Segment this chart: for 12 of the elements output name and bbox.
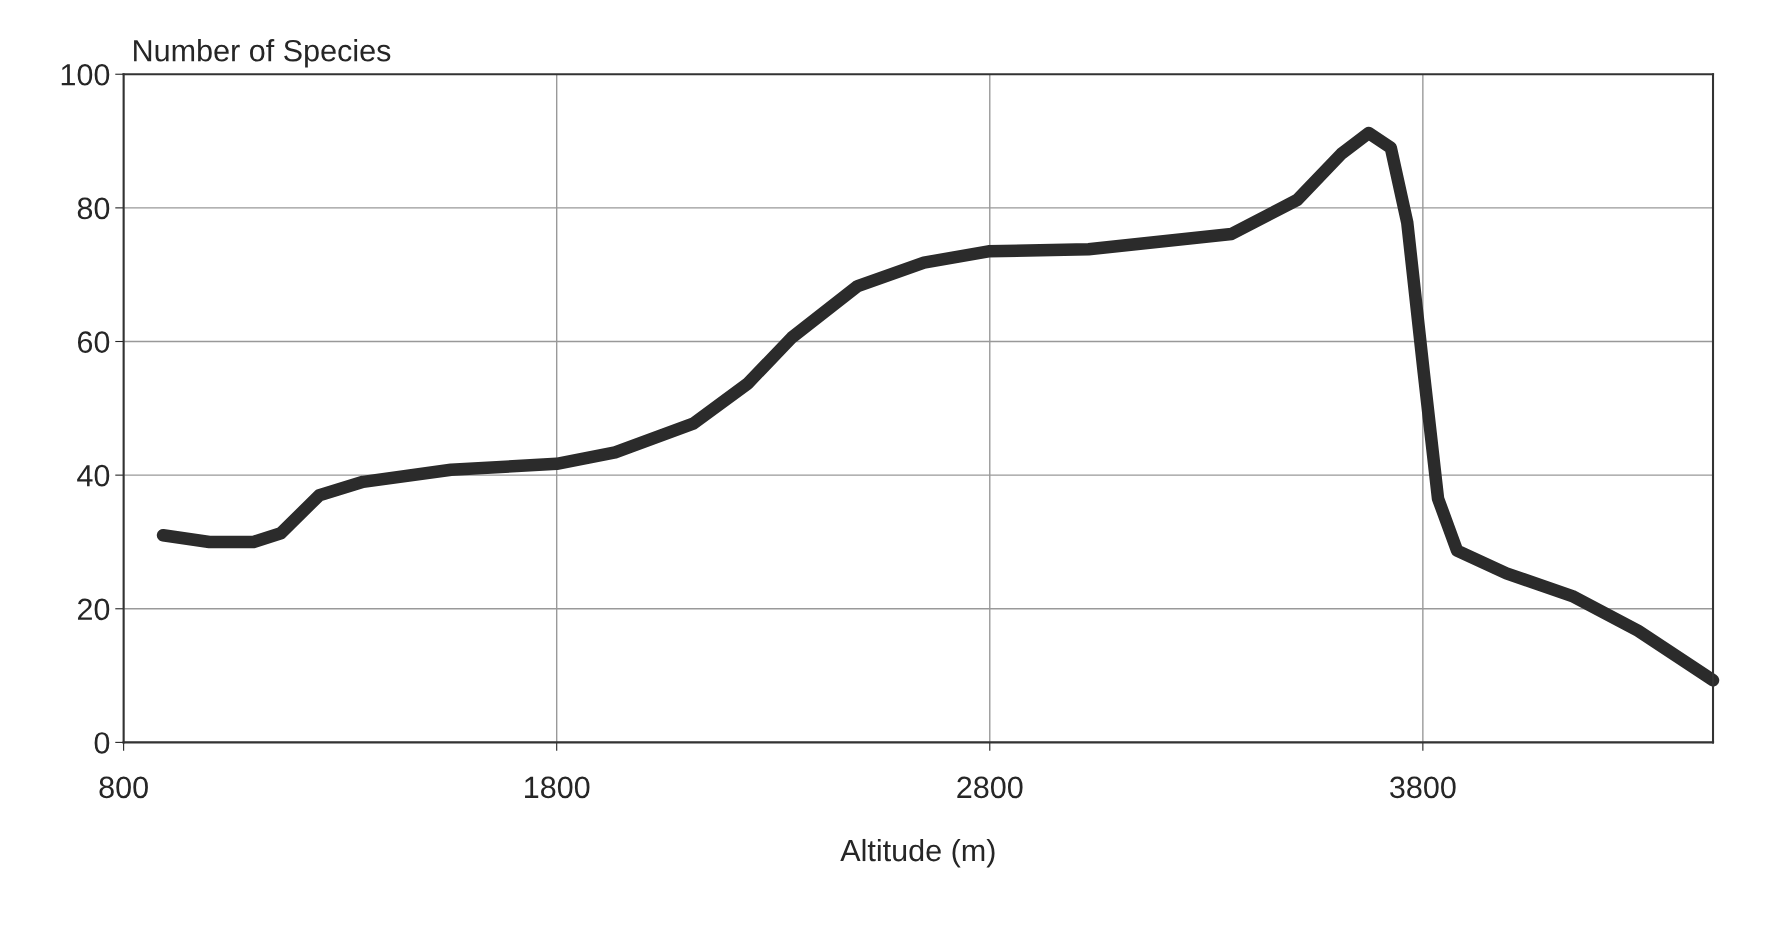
x-tick-label: 3800 bbox=[1390, 776, 1456, 799]
x-tick-label: 2800 bbox=[957, 776, 1023, 799]
y-axis-title: Number of Species bbox=[134, 39, 391, 68]
y-tick-label: 40 bbox=[77, 464, 110, 487]
x-tick-label: 1800 bbox=[525, 776, 590, 799]
y-tick-label: 100 bbox=[61, 63, 110, 86]
y-tick-label: 20 bbox=[77, 598, 110, 621]
x-tick-label: 800 bbox=[99, 776, 148, 799]
y-tick-label: 0 bbox=[94, 732, 110, 754]
y-tick-label: 60 bbox=[77, 331, 110, 353]
y-tick-label: 80 bbox=[77, 197, 110, 220]
x-axis-title: Altitude (m) bbox=[840, 838, 995, 868]
